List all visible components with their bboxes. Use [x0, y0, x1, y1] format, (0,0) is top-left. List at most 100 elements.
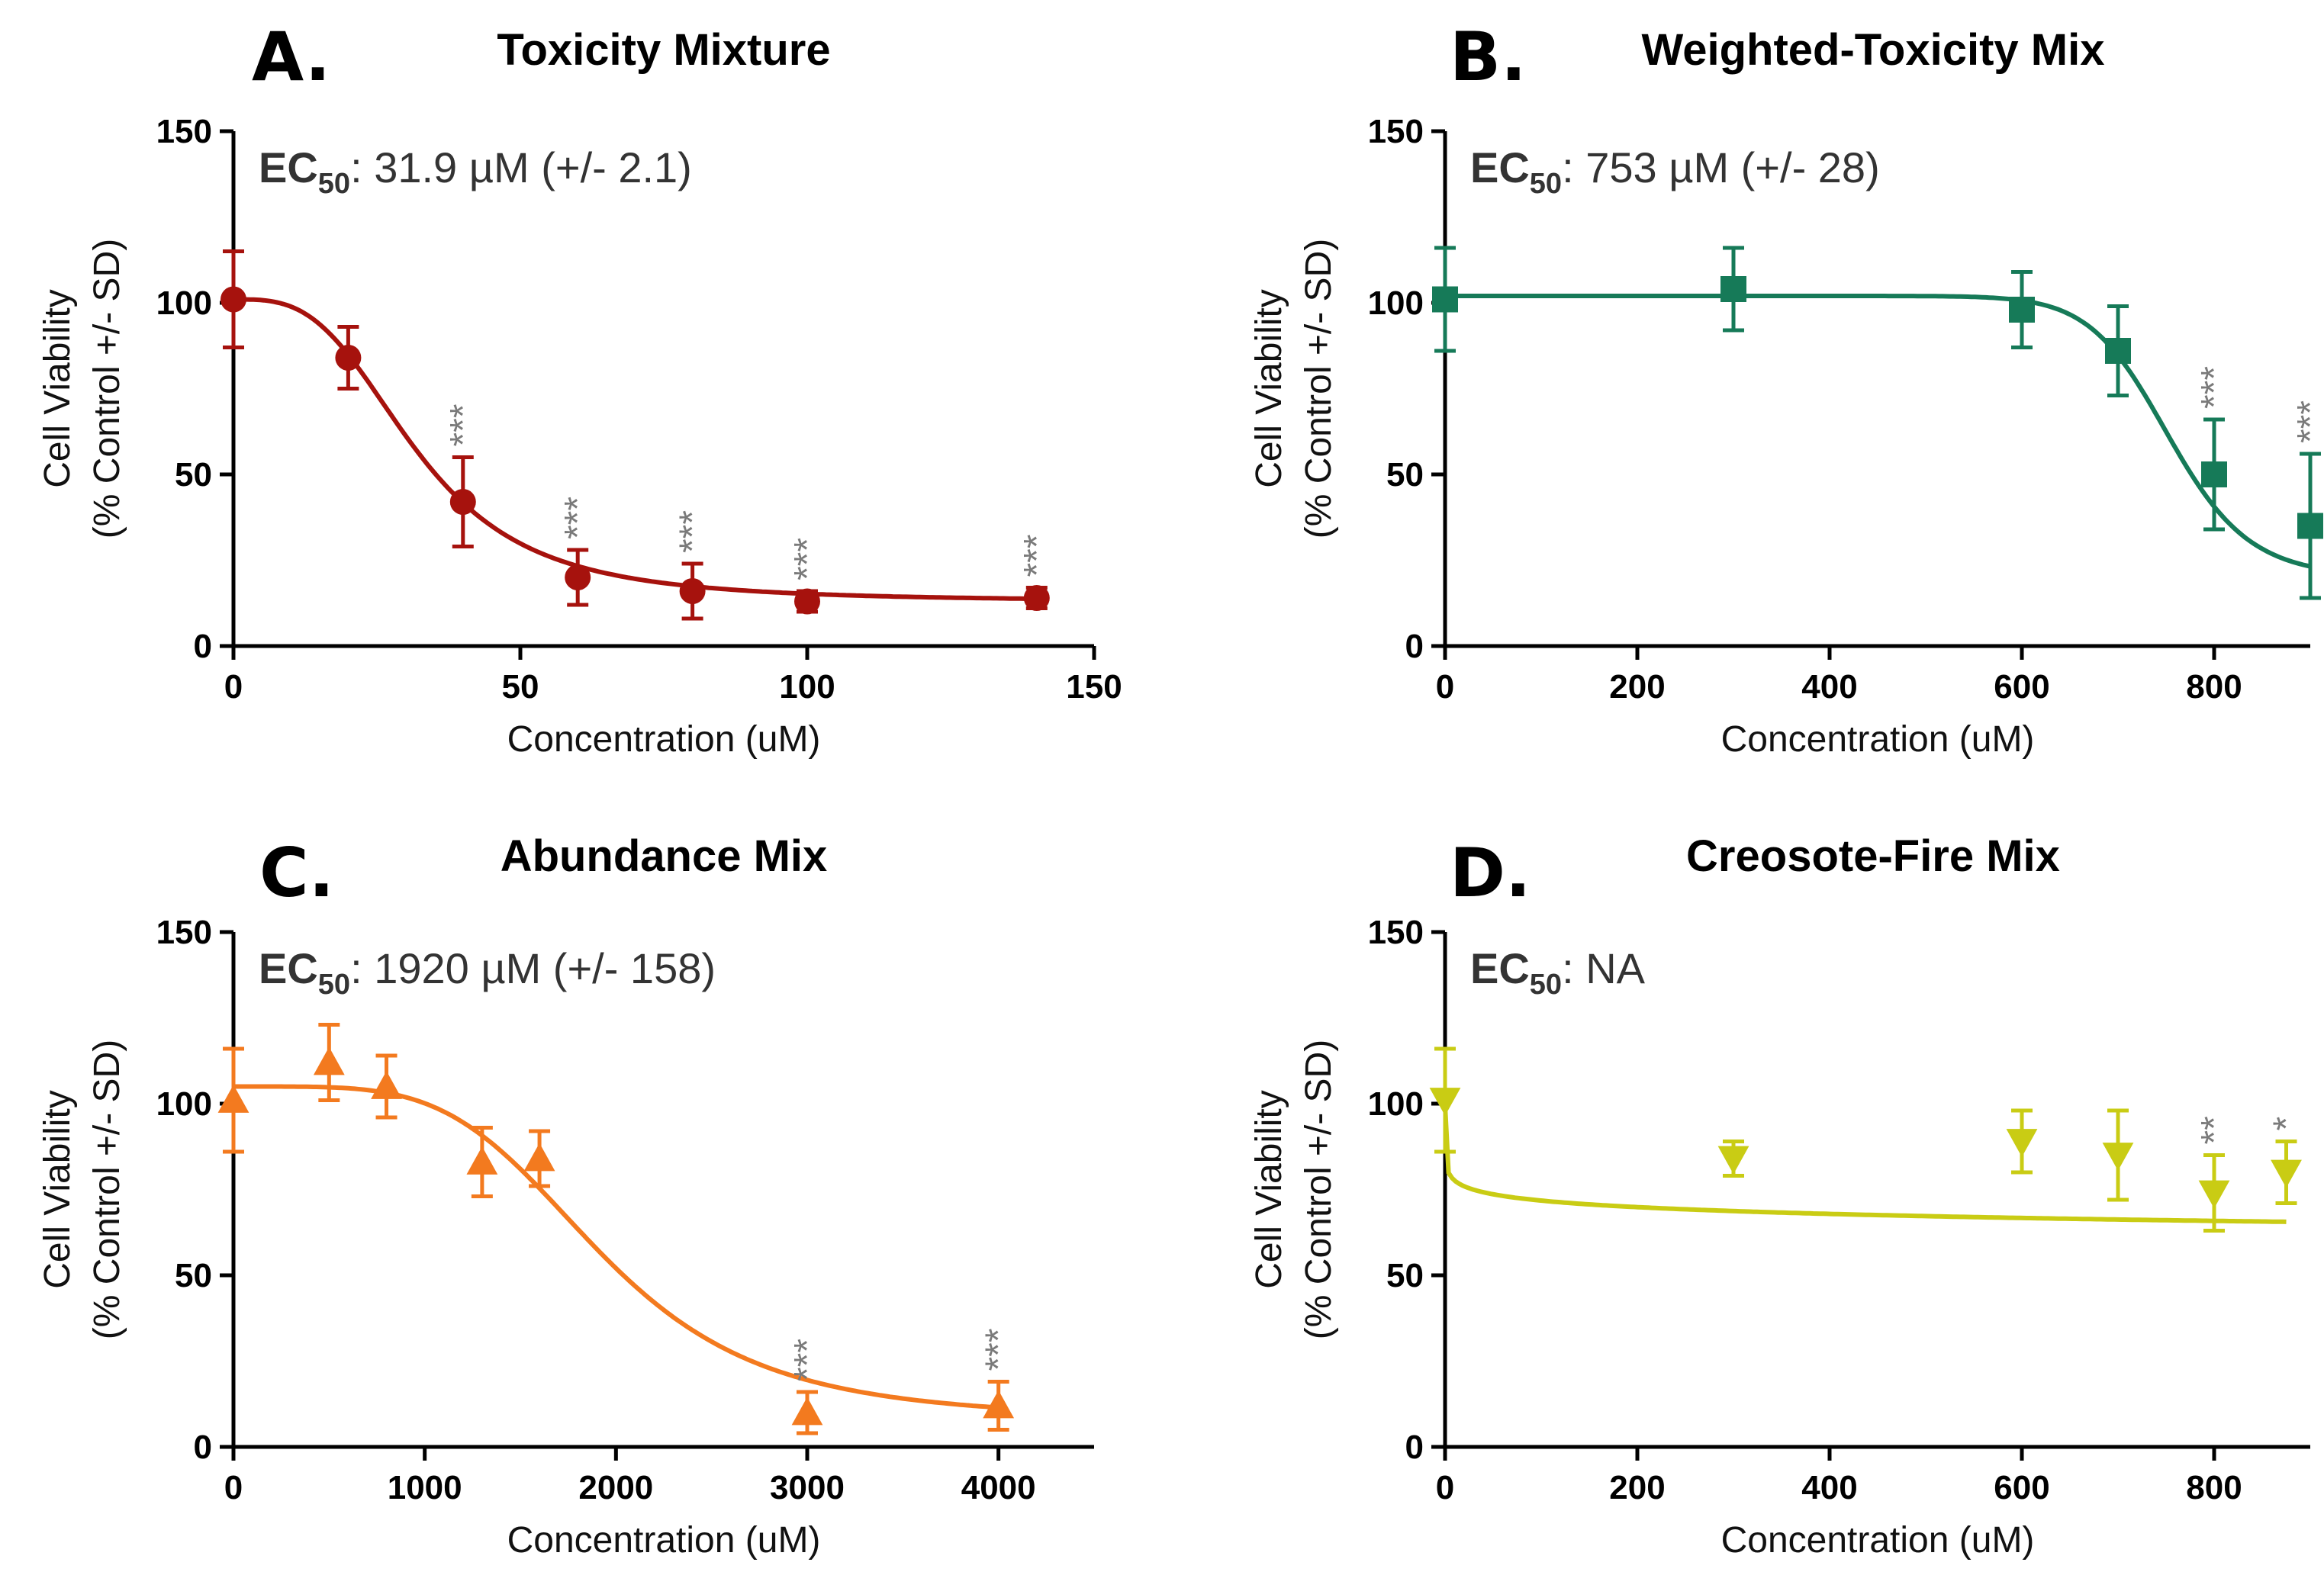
x-tick-label: 2000: [578, 1469, 653, 1506]
x-tick-label: 200: [1609, 1469, 1665, 1506]
data-point-4: [679, 578, 706, 604]
y-tick-label: 50: [175, 456, 212, 493]
x-tick-label: 800: [2186, 668, 2242, 706]
fit-curve: [1445, 294, 2311, 569]
y-axis-title-line2: (% Control +/- SD): [87, 1040, 127, 1339]
y-tick-label: 0: [194, 1429, 212, 1466]
ec50-prefix: EC: [1470, 143, 1530, 191]
ec50-value: : 753 µM (+/- 28): [1562, 143, 1880, 191]
x-tick-label: 400: [1801, 668, 1857, 706]
data-point-1: [313, 1046, 345, 1075]
y-tick-label: 50: [1386, 1257, 1424, 1294]
x-tick-label: 400: [1801, 1469, 1857, 1506]
y-axis-title-line1: Cell Viability: [37, 289, 78, 488]
x-axis-title: Concentration (uM): [507, 1520, 821, 1561]
data-point-0: [220, 286, 246, 313]
x-tick-label: 200: [1609, 668, 1665, 706]
data-point-6: [983, 1390, 1015, 1419]
significance-marker: ***: [787, 1339, 828, 1381]
data-point-4: [523, 1143, 555, 1172]
chart-title: Weighted-Toxicity Mix: [1642, 25, 2105, 75]
data-point-6: [1023, 585, 1050, 611]
ec50-prefix: EC: [259, 944, 318, 992]
y-tick-label: 50: [175, 1257, 212, 1294]
significance-marker: ***: [443, 403, 484, 446]
ec50-annotation: EC50: NA: [1470, 944, 1646, 1001]
y-axis-title-line2: (% Control +/- SD): [87, 239, 127, 538]
ec50-prefix: EC: [1470, 944, 1530, 992]
x-tick-label: 600: [1994, 1469, 2049, 1506]
y-axis-title-line2: (% Control +/- SD): [1299, 1040, 1339, 1339]
chart-title: Toxicity Mixture: [497, 25, 830, 75]
chart-panel-a: A. Toxicity Mixture 0 50 100 150 0 50 100 150 Conc…: [37, 18, 1122, 760]
data-point-0: [1432, 286, 1458, 313]
y-tick-label: 50: [1386, 456, 1424, 493]
data-point-2: [2006, 1129, 2038, 1157]
y-tick-label: 0: [194, 628, 212, 665]
x-axis-title: Concentration (uM): [507, 719, 821, 760]
y-tick-label: 100: [156, 284, 212, 322]
y-axis-title-line1: Cell Viability: [37, 1090, 78, 1289]
chart-title: Abundance Mix: [501, 831, 828, 881]
data-point-2: [2009, 297, 2035, 323]
y-tick-label: 150: [1368, 113, 1424, 150]
significance-marker: ***: [2290, 400, 2324, 443]
ec50-annotation: EC50: 31.9 µM (+/- 2.1): [259, 143, 692, 200]
x-tick-label: 1000: [388, 1469, 462, 1506]
data-point-3: [466, 1146, 498, 1175]
ec50-subscript: 50: [1530, 969, 1562, 1001]
data-point-1: [1717, 1146, 1749, 1175]
ec50-prefix: EC: [259, 143, 318, 191]
data-point-5: [794, 588, 820, 615]
fit-curve: [1443, 1105, 2287, 1224]
data-point-5: [791, 1397, 823, 1426]
data-point-2: [449, 489, 476, 515]
x-tick-label: 0: [1436, 668, 1454, 706]
significance-marker: ***: [979, 1328, 1019, 1371]
x-axis-title: Concentration (uM): [1721, 1520, 2035, 1561]
ec50-annotation: EC50: 1920 µM (+/- 158): [259, 944, 716, 1001]
y-tick-label: 150: [156, 914, 212, 951]
chart-panel-b: B. Weighted-Toxicity Mix 0 50 100 150 0 200 400 6…: [1249, 18, 2324, 760]
significance-marker: **: [2194, 1116, 2235, 1144]
y-tick-label: 150: [156, 113, 212, 150]
y-tick-label: 100: [156, 1085, 212, 1123]
panel-letter: C.: [259, 834, 334, 912]
significance-marker: ***: [673, 510, 713, 553]
panel-letter: D.: [1450, 834, 1531, 912]
panel-letter: B.: [1450, 18, 1527, 96]
chart-panel-c: C. Abundance Mix 0 50 100 150 0 1000 2000 3000 400…: [37, 831, 1094, 1561]
x-tick-label: 150: [1066, 668, 1122, 706]
data-point-1: [335, 345, 362, 371]
x-tick-label: 0: [224, 1469, 243, 1506]
data-point-5: [2297, 513, 2323, 539]
y-axis-title-line1: Cell Viability: [1249, 1090, 1289, 1289]
data-point-4: [2201, 461, 2227, 487]
ec50-subscript: 50: [318, 969, 350, 1001]
x-tick-label: 600: [1994, 668, 2049, 706]
x-tick-label: 3000: [770, 1469, 845, 1506]
chart-panel-d: D. Creosote-Fire Mix 0 50 100 150 0 200 400 600 80…: [1249, 831, 2310, 1561]
ec50-value: : 31.9 µM (+/- 2.1): [350, 143, 692, 191]
significance-marker: ***: [1017, 534, 1057, 577]
y-tick-label: 0: [1405, 1429, 1424, 1466]
y-axis-title-line2: (% Control +/- SD): [1299, 239, 1339, 538]
data-point-0: [1429, 1088, 1461, 1116]
significance-marker: *: [2267, 1117, 2307, 1131]
significance-marker: ***: [558, 497, 598, 539]
y-tick-label: 150: [1368, 914, 1424, 951]
data-point-4: [2198, 1180, 2230, 1209]
x-tick-label: 4000: [961, 1469, 1036, 1506]
data-point-3: [565, 564, 591, 590]
fit-curve: [233, 1084, 999, 1410]
chart-title: Creosote-Fire Mix: [1686, 831, 2060, 881]
data-point-0: [217, 1085, 249, 1113]
ec50-subscript: 50: [1530, 168, 1562, 200]
x-tick-label: 100: [779, 668, 835, 706]
ec50-value: : 1920 µM (+/- 158): [350, 944, 716, 992]
y-tick-label: 0: [1405, 628, 1424, 665]
y-tick-label: 100: [1368, 1085, 1424, 1123]
data-point-3: [2105, 338, 2131, 364]
x-tick-label: 0: [224, 668, 243, 706]
